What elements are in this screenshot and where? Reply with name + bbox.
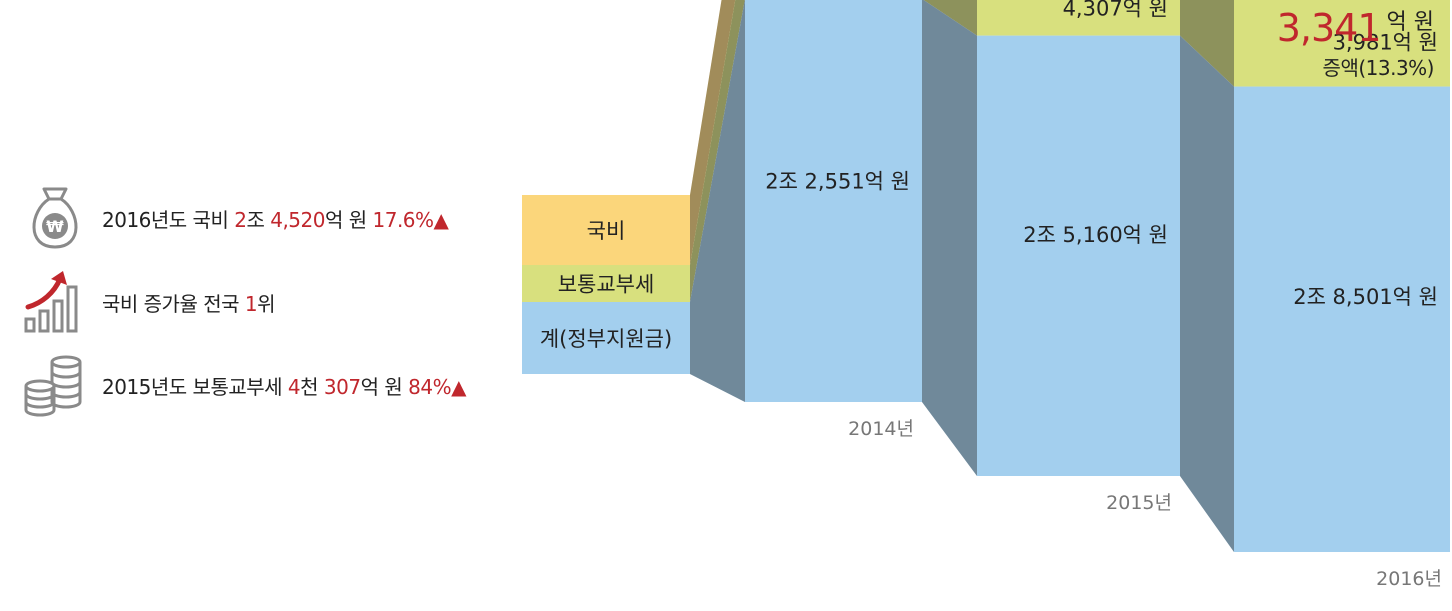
- highlight-text-part: 조: [246, 207, 271, 232]
- highlight-text-part: 국비 증가율 전국: [102, 291, 245, 316]
- highlight-emphasis: 1: [244, 291, 258, 316]
- legend-gyobu: [522, 265, 690, 302]
- highlight-text-part: 2016년도 국비: [102, 207, 235, 232]
- category-label: 2014년: [848, 418, 914, 440]
- highlight-item: ₩ 2016년도 국비 2조 4,520억 원 17.6%▲: [20, 183, 449, 253]
- highlight-text-part: 억 원: [324, 207, 373, 232]
- category-label: 2016년: [1376, 568, 1442, 590]
- legend-label: 보통교부세: [558, 273, 655, 297]
- highlight-text-part: 위: [257, 291, 276, 316]
- highlight-text: 국비 증가율 전국 1위: [102, 288, 276, 317]
- connector-shade: [922, 0, 977, 476]
- connector-band: [1180, 35, 1234, 552]
- highlight-item: 2015년도 보통교부세 4천 307억 원 84%▲: [20, 350, 466, 420]
- highlight-text-part: 천: [300, 374, 324, 399]
- legend-label: 계(정부지원금): [540, 327, 672, 351]
- highlight-emphasis: 4,520: [270, 207, 325, 232]
- highlight-emphasis: 2: [234, 207, 247, 232]
- highlight-emphasis: 17.6%▲: [372, 207, 449, 232]
- connector-shade: [1180, 0, 1234, 87]
- chart-connectors: [690, 0, 1234, 552]
- connector-band: [690, 0, 736, 265]
- category-label: 2015년: [1106, 492, 1172, 514]
- highlight-text: 2015년도 보통교부세 4천 307억 원 84%▲: [102, 371, 466, 400]
- bar-2-total: [1234, 86, 1450, 553]
- highlight-text-part: 억 원: [360, 374, 409, 399]
- bar-0-total: [745, 0, 922, 402]
- connector-band: [690, 0, 745, 402]
- increase-amount: 3,341 억 원: [1277, 4, 1434, 50]
- highlight-text-part: 2015년도 보통교부세: [102, 374, 288, 399]
- bar-2-gyobu: [1234, 0, 1450, 87]
- data-label: 2조 8,501억 원: [1293, 285, 1438, 309]
- legend-kukbi: [522, 195, 690, 265]
- connector-shade: [690, 0, 736, 265]
- growth-chart-icon: [24, 271, 78, 333]
- highlight-item: 국비 증가율 전국 1위: [20, 267, 276, 337]
- highlight-emphasis: 84%▲: [408, 374, 466, 399]
- connector-band: [922, 0, 977, 476]
- money-bag-icon: ₩: [32, 187, 78, 249]
- data-label: 4,307억 원: [1063, 0, 1168, 21]
- data-label: 2조 5,160억 원: [1023, 223, 1168, 247]
- connector-shade: [690, 0, 745, 402]
- bar-1-total: [977, 35, 1180, 476]
- increase-value: 3,341: [1276, 6, 1382, 50]
- connector-shade: [923, 0, 977, 36]
- data-label: 3,981억 원: [1333, 31, 1438, 55]
- connector-band: [923, 0, 977, 36]
- data-label: 2조 2,551억 원: [765, 169, 910, 193]
- highlight-emphasis: 4: [287, 374, 301, 399]
- increase-unit: 억 원: [1386, 10, 1434, 35]
- bar-1-gyobu: [977, 0, 1180, 36]
- legend-total: [522, 302, 690, 374]
- increase-label: 증액(13.3%): [1322, 56, 1435, 80]
- connector-band: [1180, 0, 1234, 87]
- coin-stack-icon: [24, 355, 82, 417]
- highlight-emphasis: 307: [323, 374, 361, 399]
- chart-bars: [522, 0, 1450, 553]
- connector-shade: [1180, 35, 1234, 552]
- svg-text:₩: ₩: [46, 217, 64, 236]
- highlight-text: 2016년도 국비 2조 4,520억 원 17.6%▲: [102, 204, 449, 233]
- legend-label: 국비: [587, 219, 626, 243]
